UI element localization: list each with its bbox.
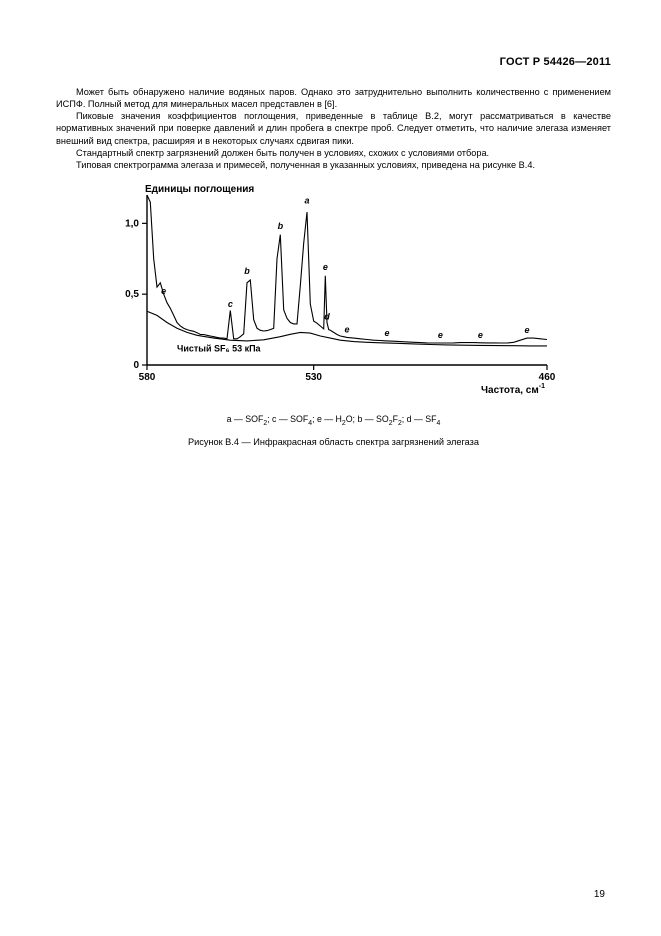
- legend-text-c: ; c — SOF: [267, 414, 308, 424]
- figure-container: Единицы поглощения 0 0,5 1,0 580 530 460Частот…: [99, 181, 569, 447]
- svg-text:e: e: [384, 328, 389, 338]
- legend-text-a: a — SOF: [227, 414, 264, 424]
- page: ГОСТ Р 54426—2011 Может быть обнаружено …: [0, 0, 661, 936]
- legend-sub-d: 4: [437, 420, 441, 427]
- legend-text-e2: O; b — SO: [346, 414, 389, 424]
- svg-text:b: b: [277, 221, 283, 231]
- svg-text:e: e: [322, 262, 327, 272]
- page-number: 19: [594, 889, 605, 900]
- svg-text:Единицы поглощения: Единицы поглощения: [145, 184, 254, 195]
- svg-text:460: 460: [538, 372, 555, 383]
- svg-text:1,0: 1,0: [125, 218, 139, 229]
- svg-text:e: e: [437, 330, 442, 340]
- svg-text:e: e: [161, 286, 166, 296]
- svg-text:Частота, см-1: Частота, см-1: [481, 383, 545, 396]
- figure-legend: a — SOF2; c — SOF4; e — H2O; b — SO2F2; …: [99, 414, 569, 427]
- svg-text:530: 530: [305, 372, 322, 383]
- svg-text:e: e: [524, 325, 529, 335]
- svg-text:c: c: [227, 299, 232, 309]
- figure-caption: Рисунок В.4 — Инфракрасная область спект…: [99, 437, 569, 447]
- svg-text:0: 0: [133, 360, 139, 371]
- svg-text:b: b: [244, 266, 250, 276]
- svg-text:0,5: 0,5: [125, 289, 139, 300]
- svg-text:e: e: [344, 324, 349, 334]
- paragraph-4: Типовая спектрограмма элегаза и примесей…: [56, 159, 611, 171]
- legend-text-e1: ; e — H: [312, 414, 342, 424]
- svg-text:Чистый SF₆ 53 кПа: Чистый SF₆ 53 кПа: [177, 344, 262, 354]
- document-header: ГОСТ Р 54426—2011: [56, 56, 611, 68]
- svg-text:d: d: [324, 311, 330, 321]
- svg-text:580: 580: [138, 372, 155, 383]
- paragraph-1: Может быть обнаружено наличие водяных па…: [56, 86, 611, 110]
- paragraph-2: Пиковые значения коэффициентов поглощени…: [56, 110, 611, 146]
- paragraph-3: Стандартный спектр загрязнений должен бы…: [56, 147, 611, 159]
- spectrum-chart: Единицы поглощения 0 0,5 1,0 580 530 460Частот…: [99, 181, 569, 401]
- svg-text:a: a: [304, 195, 309, 205]
- svg-text:e: e: [477, 330, 482, 340]
- legend-text-d: ; d — SF: [402, 414, 437, 424]
